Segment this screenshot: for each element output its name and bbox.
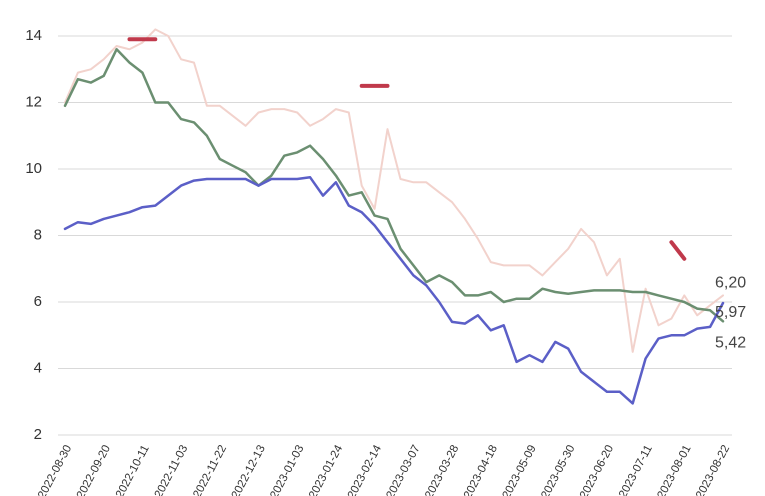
x-tick-label: 2022-10-11 [114, 443, 152, 496]
y-tick-label: 10 [25, 160, 42, 177]
x-tick-label: 2023-01-03 [268, 443, 306, 496]
x-tick-label: 2023-08-22 [694, 443, 732, 496]
marker-line [127, 37, 687, 261]
x-tick-label: 2023-08-01 [655, 443, 693, 496]
value-label: 5,42 [715, 335, 746, 352]
x-tick-label: 2023-02-14 [346, 443, 384, 496]
series-line [63, 176, 725, 405]
x-tick-label: 2022-12-13 [230, 443, 268, 496]
x-tick-label: 2023-06-20 [578, 443, 616, 496]
x-tick-label: 2023-03-07 [384, 443, 422, 496]
x-tick-label: 2023-07-11 [617, 443, 655, 496]
x-tick-label: 2022-08-30 [36, 443, 74, 496]
value-label: 5,97 [715, 304, 746, 321]
x-tick-label: 2022-11-22 [191, 443, 229, 496]
x-tick-label: 2022-11-03 [153, 443, 191, 496]
x-tick-label: 2023-04-18 [462, 443, 500, 496]
y-tick-label: 6 [34, 293, 42, 310]
series-line [63, 48, 725, 323]
x-tick-label: 2023-05-30 [539, 443, 577, 496]
series-line [64, 28, 724, 353]
x-tick-label: 2023-01-24 [307, 443, 345, 496]
x-tick-label: 2023-03-28 [423, 443, 461, 496]
y-tick-label: 8 [34, 226, 42, 243]
value-label: 6,20 [715, 275, 746, 292]
y-tick-label: 12 [25, 93, 42, 110]
y-tick-label: 4 [34, 359, 42, 376]
x-tick-label: 2022-09-20 [75, 443, 113, 496]
y-tick-label: 2 [34, 426, 42, 443]
x-tick-label: 2023-05-09 [501, 443, 539, 496]
y-tick-label: 14 [25, 27, 42, 44]
